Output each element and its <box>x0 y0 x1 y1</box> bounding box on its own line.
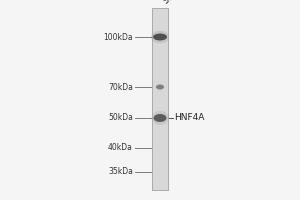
Text: 50kDa: 50kDa <box>108 114 133 122</box>
Ellipse shape <box>151 31 169 43</box>
Bar <box>152 8 168 190</box>
Ellipse shape <box>155 82 165 92</box>
Bar <box>152 8 168 190</box>
Ellipse shape <box>154 114 166 122</box>
Ellipse shape <box>153 33 167 40</box>
Ellipse shape <box>156 84 164 90</box>
Text: SW480: SW480 <box>162 0 189 5</box>
Text: 70kDa: 70kDa <box>108 82 133 92</box>
Text: 35kDa: 35kDa <box>108 168 133 176</box>
Text: HNF4A: HNF4A <box>174 114 204 122</box>
Text: 40kDa: 40kDa <box>108 144 133 152</box>
Ellipse shape <box>152 111 169 125</box>
Text: 100kDa: 100kDa <box>103 32 133 42</box>
